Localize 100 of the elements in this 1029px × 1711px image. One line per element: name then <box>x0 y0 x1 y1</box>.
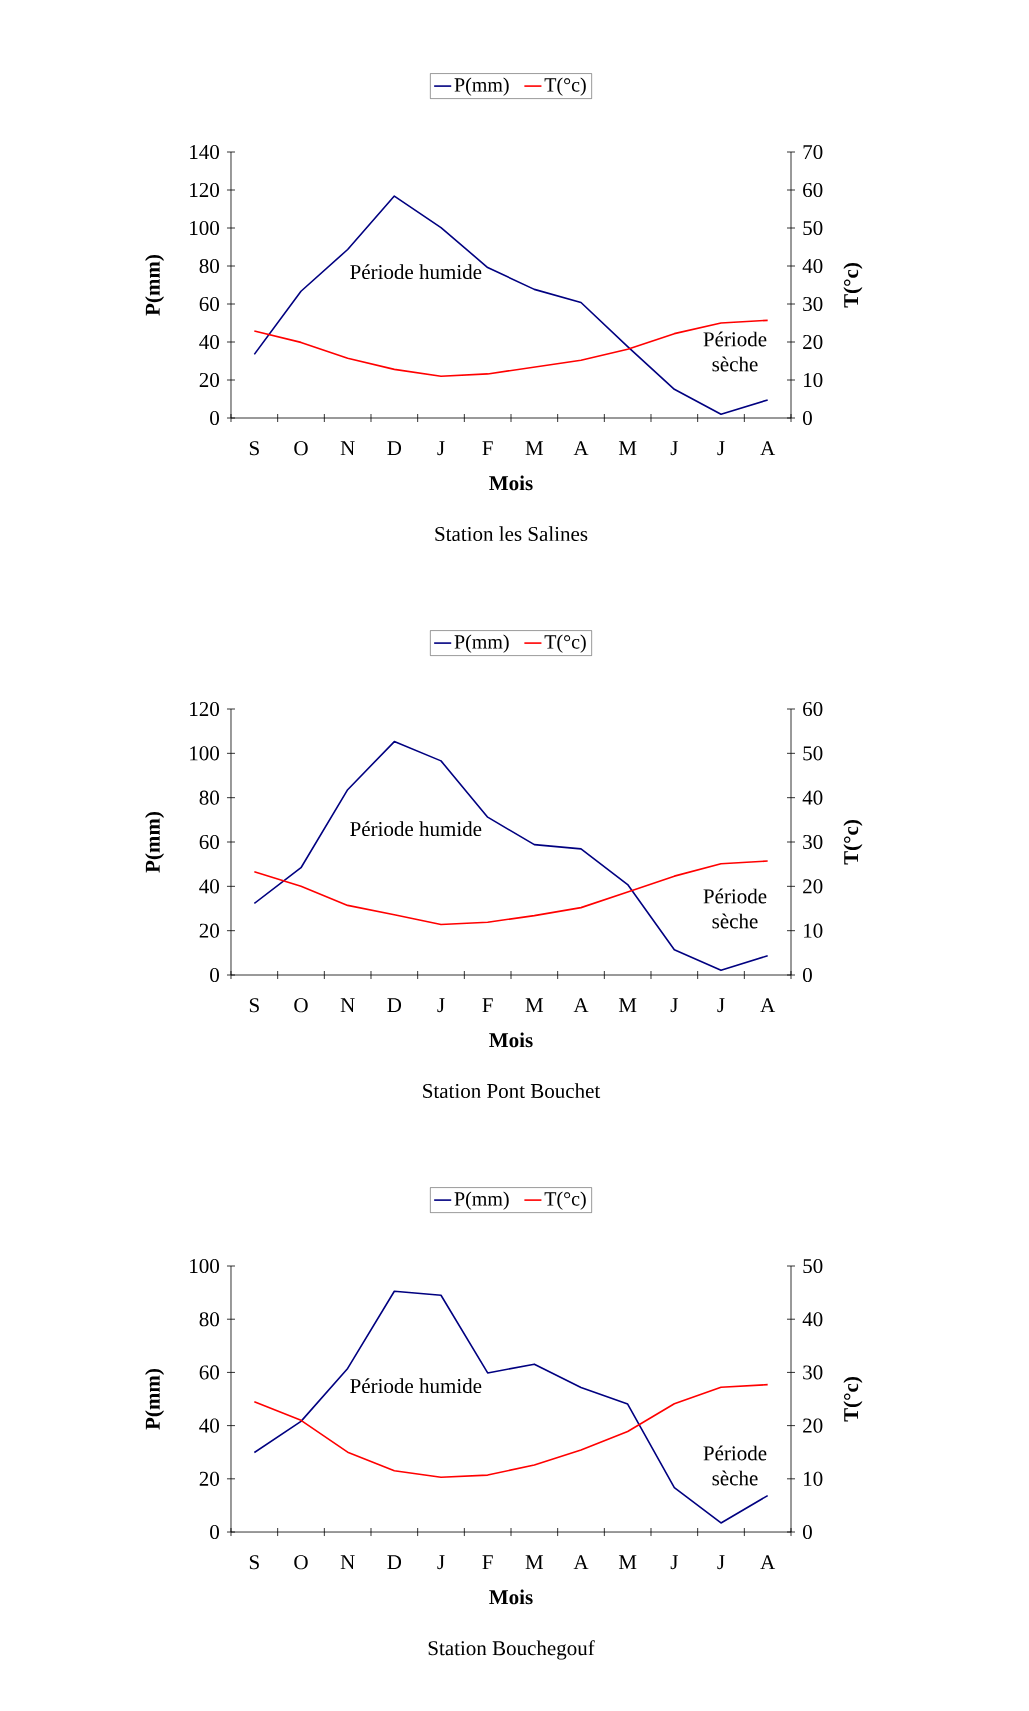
y2-tick-label: 20 <box>803 1418 823 1433</box>
x-tick-label: M <box>525 1555 544 1569</box>
x-tick-label: J <box>670 441 678 456</box>
x-tick-label: J <box>670 1555 678 1570</box>
y2-tick-label: 0 <box>803 1524 812 1540</box>
y2-tick-label: 30 <box>803 834 823 850</box>
y2-tick-label: 40 <box>802 258 823 274</box>
y-tick-label: 40 <box>199 1418 220 1433</box>
text: Station Bouchegouf <box>428 1640 595 1660</box>
y-tick-label: 120 <box>190 701 220 717</box>
y-axis-title: P(mm) <box>145 812 165 873</box>
y2-tick-label: 70 <box>803 144 823 160</box>
y2-tick-label: 0 <box>803 410 812 426</box>
line-series <box>253 195 769 415</box>
line-series <box>253 1290 769 1524</box>
annotation: Période humide <box>350 821 482 837</box>
line-series <box>253 740 769 972</box>
y-tick-label: 20 <box>199 923 220 938</box>
x-tick-label: J <box>717 441 725 456</box>
y2-axis-title: T(°c) <box>843 263 863 308</box>
x-tick-label: A <box>573 998 589 1013</box>
x-tick-label: M <box>525 998 544 1012</box>
x-tick-label: O <box>294 998 308 1013</box>
y2-tick-label: 40 <box>802 1312 823 1327</box>
y2-tick-label: 10 <box>804 1471 823 1486</box>
x-tick-label: S <box>249 998 259 1013</box>
x-tick-label: O <box>294 1555 308 1570</box>
y2-tick-label: 50 <box>803 220 823 236</box>
legend-label: T(°c) <box>544 1191 586 1210</box>
x-tick-label: M <box>525 441 544 455</box>
annotation: Période sèche <box>703 888 767 929</box>
y-tick-label: 100 <box>190 220 220 236</box>
x-tick-label: N <box>340 1555 355 1569</box>
text: Station Pont Bouchet <box>423 1083 601 1099</box>
y2-tick-label: 30 <box>803 296 823 312</box>
x-tick-label: D <box>387 998 402 1013</box>
x-tick-label: F <box>482 1555 493 1569</box>
y-tick-label: 100 <box>190 746 220 761</box>
x-tick-label: A <box>760 441 776 456</box>
y2-tick-label: 30 <box>803 1365 823 1380</box>
x-axis-title: Mois <box>489 1032 533 1048</box>
y-axis-title: P(mm) <box>145 1369 165 1430</box>
legend-label: T(°c) <box>544 77 586 96</box>
y-tick-label: 80 <box>199 790 220 805</box>
x-tick-label: J <box>437 998 445 1013</box>
y2-axis-title: T(°c) <box>843 820 863 865</box>
annotation: Période sèche <box>703 331 767 372</box>
annotation: Période sèche <box>703 1445 767 1486</box>
x-tick-label: D <box>387 1555 402 1570</box>
x-tick-label: M <box>618 998 637 1012</box>
y2-axis-title: T(°c) <box>843 1377 863 1422</box>
y-axis-title: P(mm) <box>145 255 165 316</box>
y-tick-label: 40 <box>199 334 220 350</box>
y2-tick-label: 60 <box>803 182 823 198</box>
legend-label: P(mm) <box>454 634 509 653</box>
x-tick-label: F <box>482 441 493 455</box>
y2-tick-label: 20 <box>803 334 823 350</box>
x-tick-label: M <box>618 441 637 455</box>
y2-tick-label: 20 <box>803 879 823 894</box>
y2-tick-label: 60 <box>803 701 823 717</box>
x-tick-label: O <box>294 441 308 456</box>
x-tick-label: J <box>717 1555 725 1570</box>
y-tick-label: 40 <box>199 879 220 894</box>
y-tick-label: 0 <box>210 410 220 426</box>
y2-tick-label: 40 <box>802 790 823 805</box>
y2-tick-label: 50 <box>803 746 823 761</box>
x-tick-label: D <box>387 441 402 455</box>
x-tick-label: N <box>340 441 355 455</box>
y-tick-label: 20 <box>199 1471 220 1486</box>
y-tick-label: 60 <box>199 296 220 312</box>
x-tick-label: S <box>249 441 259 456</box>
text: Station les Salines <box>435 526 588 542</box>
x-tick-label: M <box>618 1555 637 1569</box>
y-tick-label: 100 <box>190 1258 220 1274</box>
x-axis-title: Mois <box>489 1589 533 1605</box>
x-tick-label: J <box>437 441 445 456</box>
x-tick-label: A <box>760 1555 776 1570</box>
legend-label: P(mm) <box>454 77 509 96</box>
legend-label: P(mm) <box>454 1191 509 1210</box>
y2-tick-label: 50 <box>803 1258 823 1274</box>
x-tick-label: J <box>437 1555 445 1570</box>
x-tick-label: N <box>340 998 355 1012</box>
x-tick-label: J <box>670 998 678 1013</box>
y-tick-label: 0 <box>210 967 220 983</box>
x-tick-label: S <box>249 1555 259 1570</box>
y-tick-label: 0 <box>210 1524 220 1540</box>
annotation: Période humide <box>350 264 482 280</box>
y2-tick-label: 0 <box>803 967 812 983</box>
y-tick-label: 120 <box>190 182 220 198</box>
x-axis-title: Mois <box>489 475 533 491</box>
y-tick-label: 140 <box>190 144 220 160</box>
y-tick-label: 60 <box>199 834 220 850</box>
y2-tick-label: 10 <box>804 372 823 388</box>
x-tick-label: J <box>717 998 725 1013</box>
x-tick-label: A <box>760 998 776 1013</box>
x-tick-label: F <box>482 998 493 1012</box>
x-tick-label: A <box>573 441 589 456</box>
legend-label: T(°c) <box>544 634 586 653</box>
x-tick-label: A <box>573 1555 589 1570</box>
y-tick-label: 60 <box>199 1365 220 1380</box>
